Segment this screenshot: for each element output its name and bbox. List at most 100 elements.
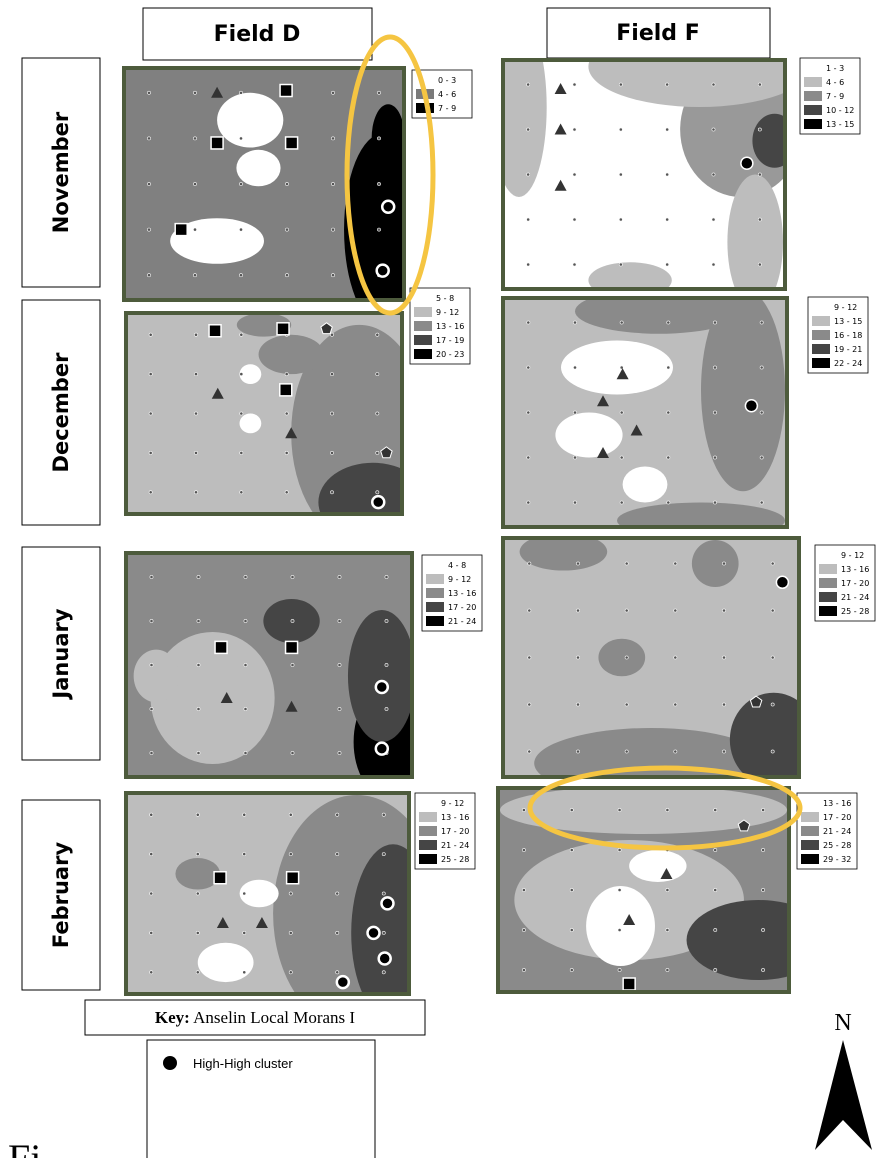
- sample-point: [713, 501, 716, 504]
- legend-swatch: [419, 854, 437, 864]
- sample-point: [573, 456, 576, 459]
- sample-point: [761, 848, 764, 851]
- sample-point: [239, 91, 242, 94]
- sample-point: [666, 808, 669, 811]
- map-zone: [692, 540, 739, 587]
- sample-point: [336, 931, 339, 934]
- sample-point: [573, 218, 576, 221]
- sample-point: [666, 263, 669, 266]
- sample-point: [620, 411, 623, 414]
- legend-label: 13 - 16: [436, 322, 464, 331]
- sample-point: [713, 321, 716, 324]
- sample-point: [330, 412, 333, 415]
- map-zone: [561, 341, 673, 395]
- sample-point: [761, 808, 764, 811]
- sample-point: [285, 228, 288, 231]
- sample-point: [289, 853, 292, 856]
- sample-point: [244, 575, 247, 578]
- legend-swatch: [419, 798, 437, 808]
- legend-label: 16 - 18: [834, 331, 862, 340]
- sample-point: [194, 491, 197, 494]
- cluster-marker: [381, 897, 393, 909]
- sample-point: [331, 274, 334, 277]
- map-zone: [236, 150, 280, 186]
- legend-swatch: [801, 798, 819, 808]
- map-zone: [259, 335, 324, 374]
- sample-point: [244, 707, 247, 710]
- sample-point: [619, 263, 622, 266]
- legend-label: 4 - 8: [448, 561, 466, 570]
- sample-point: [758, 218, 761, 221]
- sample-point: [761, 968, 764, 971]
- sample-point: [618, 848, 621, 851]
- sample-point: [760, 456, 763, 459]
- sample-point: [240, 451, 243, 454]
- sample-point: [147, 182, 150, 185]
- sample-point: [285, 373, 288, 376]
- sample-point: [620, 501, 623, 504]
- sample-point: [674, 703, 677, 706]
- sample-point: [667, 366, 670, 369]
- legend-swatch: [426, 616, 444, 626]
- legend-swatch: [804, 77, 822, 87]
- sample-point: [666, 128, 669, 131]
- column-header: Field D: [214, 22, 301, 47]
- legend-label: 25 - 28: [841, 607, 869, 616]
- sample-point: [336, 853, 339, 856]
- sample-point: [712, 128, 715, 131]
- sample-point: [666, 968, 669, 971]
- sample-point: [382, 813, 385, 816]
- north-arrow: [815, 1040, 872, 1150]
- sample-point: [618, 808, 621, 811]
- sample-point: [150, 892, 153, 895]
- legend-swatch: [426, 602, 444, 612]
- key-label: Key:: [155, 1008, 190, 1027]
- sample-point: [570, 928, 573, 931]
- legend-swatch: [804, 63, 822, 73]
- sample-point: [376, 412, 379, 415]
- sample-point: [150, 707, 153, 710]
- cluster-marker: [376, 681, 388, 693]
- sample-point: [761, 928, 764, 931]
- cluster-marker: [215, 641, 227, 653]
- sample-point: [758, 173, 761, 176]
- legend-label: 21 - 24: [448, 617, 476, 626]
- map: [128, 313, 427, 542]
- legend-swatch: [812, 344, 830, 354]
- sample-point: [674, 750, 677, 753]
- legend-label: 9 - 12: [436, 308, 459, 317]
- sample-point: [147, 228, 150, 231]
- map-zone: [198, 943, 254, 982]
- map-zone: [348, 610, 416, 742]
- legend-swatch: [801, 826, 819, 836]
- sample-point: [147, 137, 150, 140]
- sample-point: [243, 971, 246, 974]
- sample-point: [573, 128, 576, 131]
- legend-label: 9 - 12: [834, 303, 857, 312]
- sample-point: [150, 619, 153, 622]
- sample-point: [528, 656, 531, 659]
- cluster-marker: [382, 201, 394, 213]
- sample-point: [712, 83, 715, 86]
- sample-point: [618, 928, 621, 931]
- sample-point: [289, 813, 292, 816]
- legend-swatch: [426, 560, 444, 570]
- sample-point: [377, 182, 380, 185]
- sample-point: [240, 373, 243, 376]
- sample-point: [625, 750, 628, 753]
- sample-point: [771, 609, 774, 612]
- sample-point: [528, 609, 531, 612]
- sample-point: [527, 366, 530, 369]
- sample-point: [666, 218, 669, 221]
- sample-point: [243, 892, 246, 895]
- sample-point: [243, 931, 246, 934]
- sample-point: [285, 491, 288, 494]
- sample-point: [196, 892, 199, 895]
- legend-label: 25 - 28: [823, 841, 851, 850]
- sample-point: [573, 321, 576, 324]
- legend-label: 29 - 32: [823, 855, 851, 864]
- legend-swatch: [801, 812, 819, 822]
- sample-point: [527, 173, 530, 176]
- figure: Field D Field F Key: Anselin Local Moran…: [0, 0, 890, 1158]
- legend-swatch: [804, 105, 822, 115]
